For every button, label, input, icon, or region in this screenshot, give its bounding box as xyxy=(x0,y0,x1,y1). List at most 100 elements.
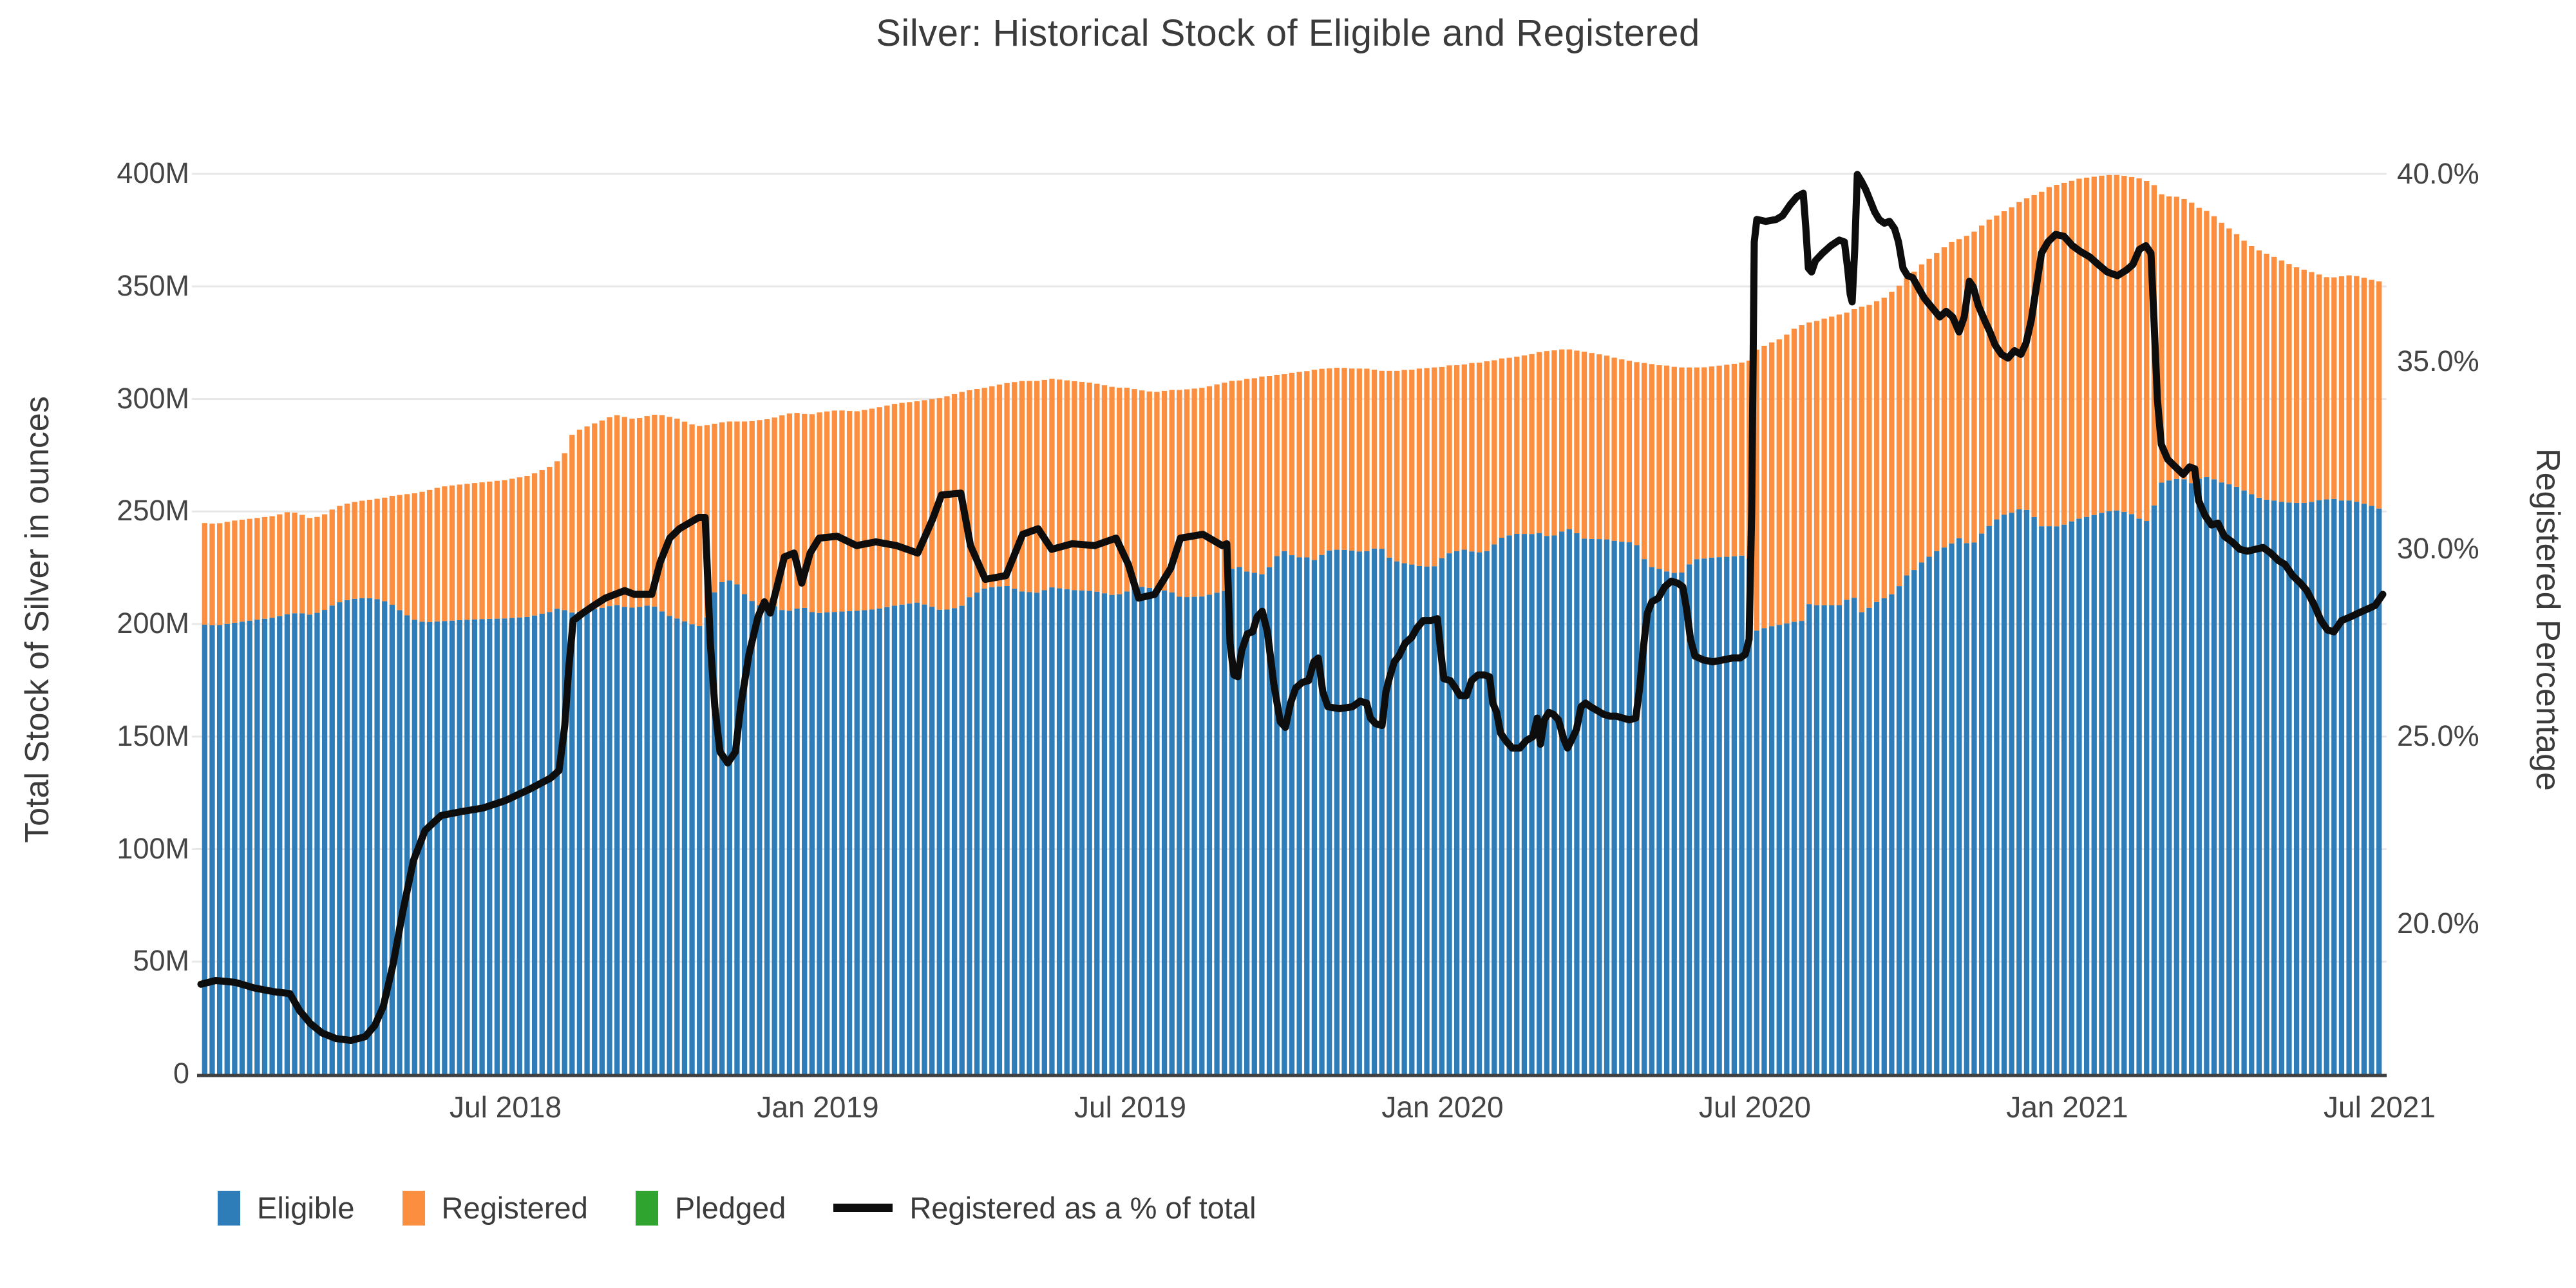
bar-registered-segment xyxy=(2114,175,2119,511)
bar-eligible-segment xyxy=(457,620,462,1074)
bar-eligible-segment xyxy=(1881,598,1887,1074)
bar-eligible-segment xyxy=(1731,556,1738,1074)
bar-eligible-segment xyxy=(719,582,725,1074)
bar-eligible-segment xyxy=(2031,516,2037,1074)
bar-registered-segment xyxy=(1686,367,1692,565)
bar-registered-segment xyxy=(1469,363,1475,552)
bar-eligible-segment xyxy=(1401,563,1407,1074)
bar-registered-segment xyxy=(1222,383,1227,591)
bar-eligible-segment xyxy=(1671,573,1677,1074)
bar-registered-segment xyxy=(2256,250,2262,498)
bar-registered-segment xyxy=(539,469,545,614)
bar-eligible-segment xyxy=(516,617,522,1074)
legend-item-pledged[interactable]: Pledged xyxy=(635,1190,786,1226)
bar-registered-segment xyxy=(2023,198,2030,510)
bar-eligible-segment xyxy=(1506,535,1512,1074)
bar-eligible-segment xyxy=(981,588,987,1074)
bar-eligible-segment xyxy=(1154,589,1160,1074)
bar-registered-segment xyxy=(2301,269,2307,503)
bar-registered-segment xyxy=(2009,207,2014,513)
bar-eligible-segment xyxy=(839,611,845,1074)
y-left-tick-label: 350M xyxy=(117,269,189,302)
bar-registered-segment xyxy=(471,483,478,620)
bar-registered-segment xyxy=(449,485,455,621)
bar-eligible-segment xyxy=(1251,573,1257,1074)
bar-eligible-segment xyxy=(2001,515,2007,1074)
y-right-tick-label: 20.0% xyxy=(2397,907,2479,940)
bar-eligible-segment xyxy=(1971,542,1977,1074)
legend-item-registered[interactable]: Registered xyxy=(402,1190,588,1226)
bar-registered-segment xyxy=(292,513,298,614)
bar-eligible-segment xyxy=(1004,585,1010,1074)
bar-registered-segment xyxy=(374,498,380,600)
bar-registered-segment xyxy=(1701,367,1707,559)
legend-item-eligible[interactable]: Eligible xyxy=(218,1190,355,1226)
bar-eligible-segment xyxy=(1873,601,1880,1074)
bar-registered-segment xyxy=(1401,370,1407,564)
bar-registered-segment xyxy=(224,522,230,624)
bar-eligible-segment xyxy=(1064,589,1070,1074)
bar-registered-segment xyxy=(1274,374,1280,556)
bar-registered-segment xyxy=(479,482,485,620)
bar-eligible-segment xyxy=(1994,519,2000,1074)
bar-registered-segment xyxy=(1311,370,1318,560)
bar-registered-segment xyxy=(1558,349,1565,532)
bar-eligible-segment xyxy=(2369,506,2374,1074)
bar-eligible-segment xyxy=(1296,557,1302,1074)
bar-eligible-segment xyxy=(1274,556,1280,1074)
bar-eligible-segment xyxy=(1926,556,1932,1074)
bar-registered-segment xyxy=(1282,374,1287,551)
legend-item-label: Registered as a % of total xyxy=(909,1191,1256,1225)
bar-registered-segment xyxy=(772,417,777,607)
bar-registered-segment xyxy=(576,430,583,612)
bar-registered-segment xyxy=(1169,390,1175,592)
bar-registered-segment xyxy=(2376,281,2382,509)
x-axis-tick-label: Jul 2020 xyxy=(1699,1090,1811,1124)
bar-registered-segment xyxy=(1229,381,1235,569)
bar-registered-segment xyxy=(659,415,665,612)
bar-registered-segment xyxy=(1806,322,1812,605)
bar-registered-segment xyxy=(1626,361,1633,543)
bar-eligible-segment xyxy=(2301,502,2307,1074)
legend-item-registered-as-a-of-total[interactable]: Registered as a % of total xyxy=(833,1190,1256,1226)
bar-eligible-segment xyxy=(1304,557,1310,1074)
bar-registered-segment xyxy=(2083,177,2090,517)
bar-eligible-segment xyxy=(1282,551,1287,1074)
bar-registered-segment xyxy=(1146,391,1152,588)
bar-eligible-segment xyxy=(1019,591,1025,1074)
bar-registered-segment xyxy=(1964,236,1969,544)
bar-registered-segment xyxy=(344,504,350,600)
bar-registered-segment xyxy=(1709,366,1715,558)
bar-registered-segment xyxy=(1409,370,1415,565)
bar-eligible-segment xyxy=(974,592,980,1074)
bar-registered-segment xyxy=(1259,376,1265,574)
bar-registered-segment xyxy=(636,418,643,607)
bar-eligible-segment xyxy=(292,613,298,1074)
bar-registered-segment xyxy=(757,420,762,605)
bar-eligible-segment xyxy=(1387,557,1392,1074)
bar-eligible-segment xyxy=(269,618,275,1074)
bar-eligible-segment xyxy=(284,614,290,1074)
bar-eligible-segment xyxy=(2309,502,2315,1074)
bar-registered-segment xyxy=(202,523,207,625)
bar-registered-segment xyxy=(621,417,627,607)
bar-registered-segment xyxy=(2054,185,2060,527)
bar-eligible-segment xyxy=(1289,555,1295,1074)
bar-registered-segment xyxy=(1716,365,1722,558)
y-left-tick-label: 100M xyxy=(117,831,189,865)
bar-eligible-segment xyxy=(1101,593,1108,1074)
bar-registered-segment xyxy=(1978,225,1985,534)
bar-eligible-segment xyxy=(891,605,898,1074)
bar-eligible-segment xyxy=(2016,509,2022,1074)
bar-eligible-segment xyxy=(1679,573,1685,1074)
bar-registered-segment xyxy=(1387,370,1392,558)
bar-eligible-segment xyxy=(1266,567,1273,1074)
bar-registered-segment xyxy=(232,520,238,623)
bar-registered-segment xyxy=(2174,196,2179,479)
bar-registered-segment xyxy=(2309,272,2315,502)
bar-registered-segment xyxy=(1012,382,1018,589)
bar-eligible-segment xyxy=(621,607,627,1074)
bar-eligible-segment xyxy=(936,609,942,1074)
bar-registered-segment xyxy=(2219,222,2224,483)
bar-registered-segment xyxy=(2331,277,2337,499)
